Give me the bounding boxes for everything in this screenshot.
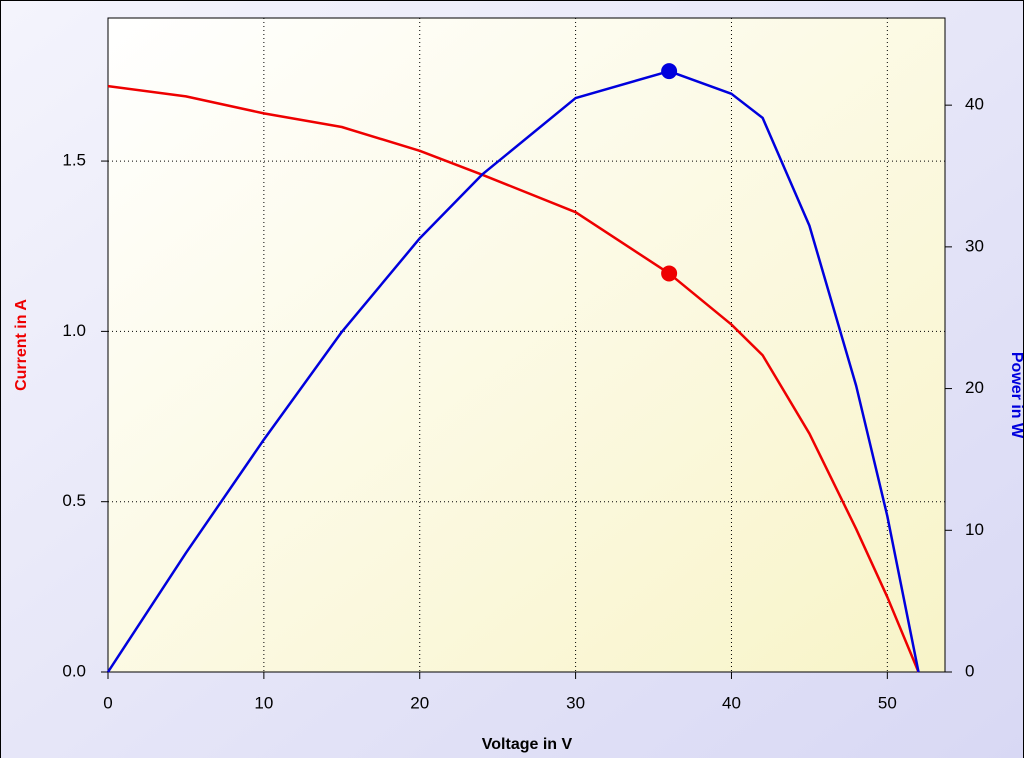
x-tick-label: 0 <box>103 693 112 712</box>
x-tick-label: 30 <box>566 693 585 712</box>
y2-tick-label: 30 <box>965 236 984 255</box>
x-axis-label: Voltage in V <box>482 736 573 753</box>
y2-tick-label: 0 <box>965 661 974 680</box>
series-line <box>107 84 920 673</box>
plot-area <box>107 17 946 673</box>
y2-axis-label: Power in W <box>1008 352 1024 439</box>
x-tick-label: 20 <box>410 693 429 712</box>
mpp-marker <box>661 63 678 80</box>
y-tick-label: 0.5 <box>62 491 86 510</box>
y2-tick-label: 20 <box>965 378 984 397</box>
x-tick-label: 40 <box>722 693 741 712</box>
y-axis-label: Current in A <box>13 299 30 391</box>
x-tick-label: 50 <box>878 693 897 712</box>
y2-tick-label: 10 <box>965 520 984 539</box>
x-tick-label: 10 <box>254 693 273 712</box>
y2-tick-label: 40 <box>965 95 984 114</box>
series-line <box>106 69 920 673</box>
mpp-marker <box>661 265 678 282</box>
y-tick-label: 1.0 <box>62 321 86 340</box>
y-tick-label: 1.5 <box>62 151 86 170</box>
y-tick-label: 0.0 <box>62 661 86 680</box>
